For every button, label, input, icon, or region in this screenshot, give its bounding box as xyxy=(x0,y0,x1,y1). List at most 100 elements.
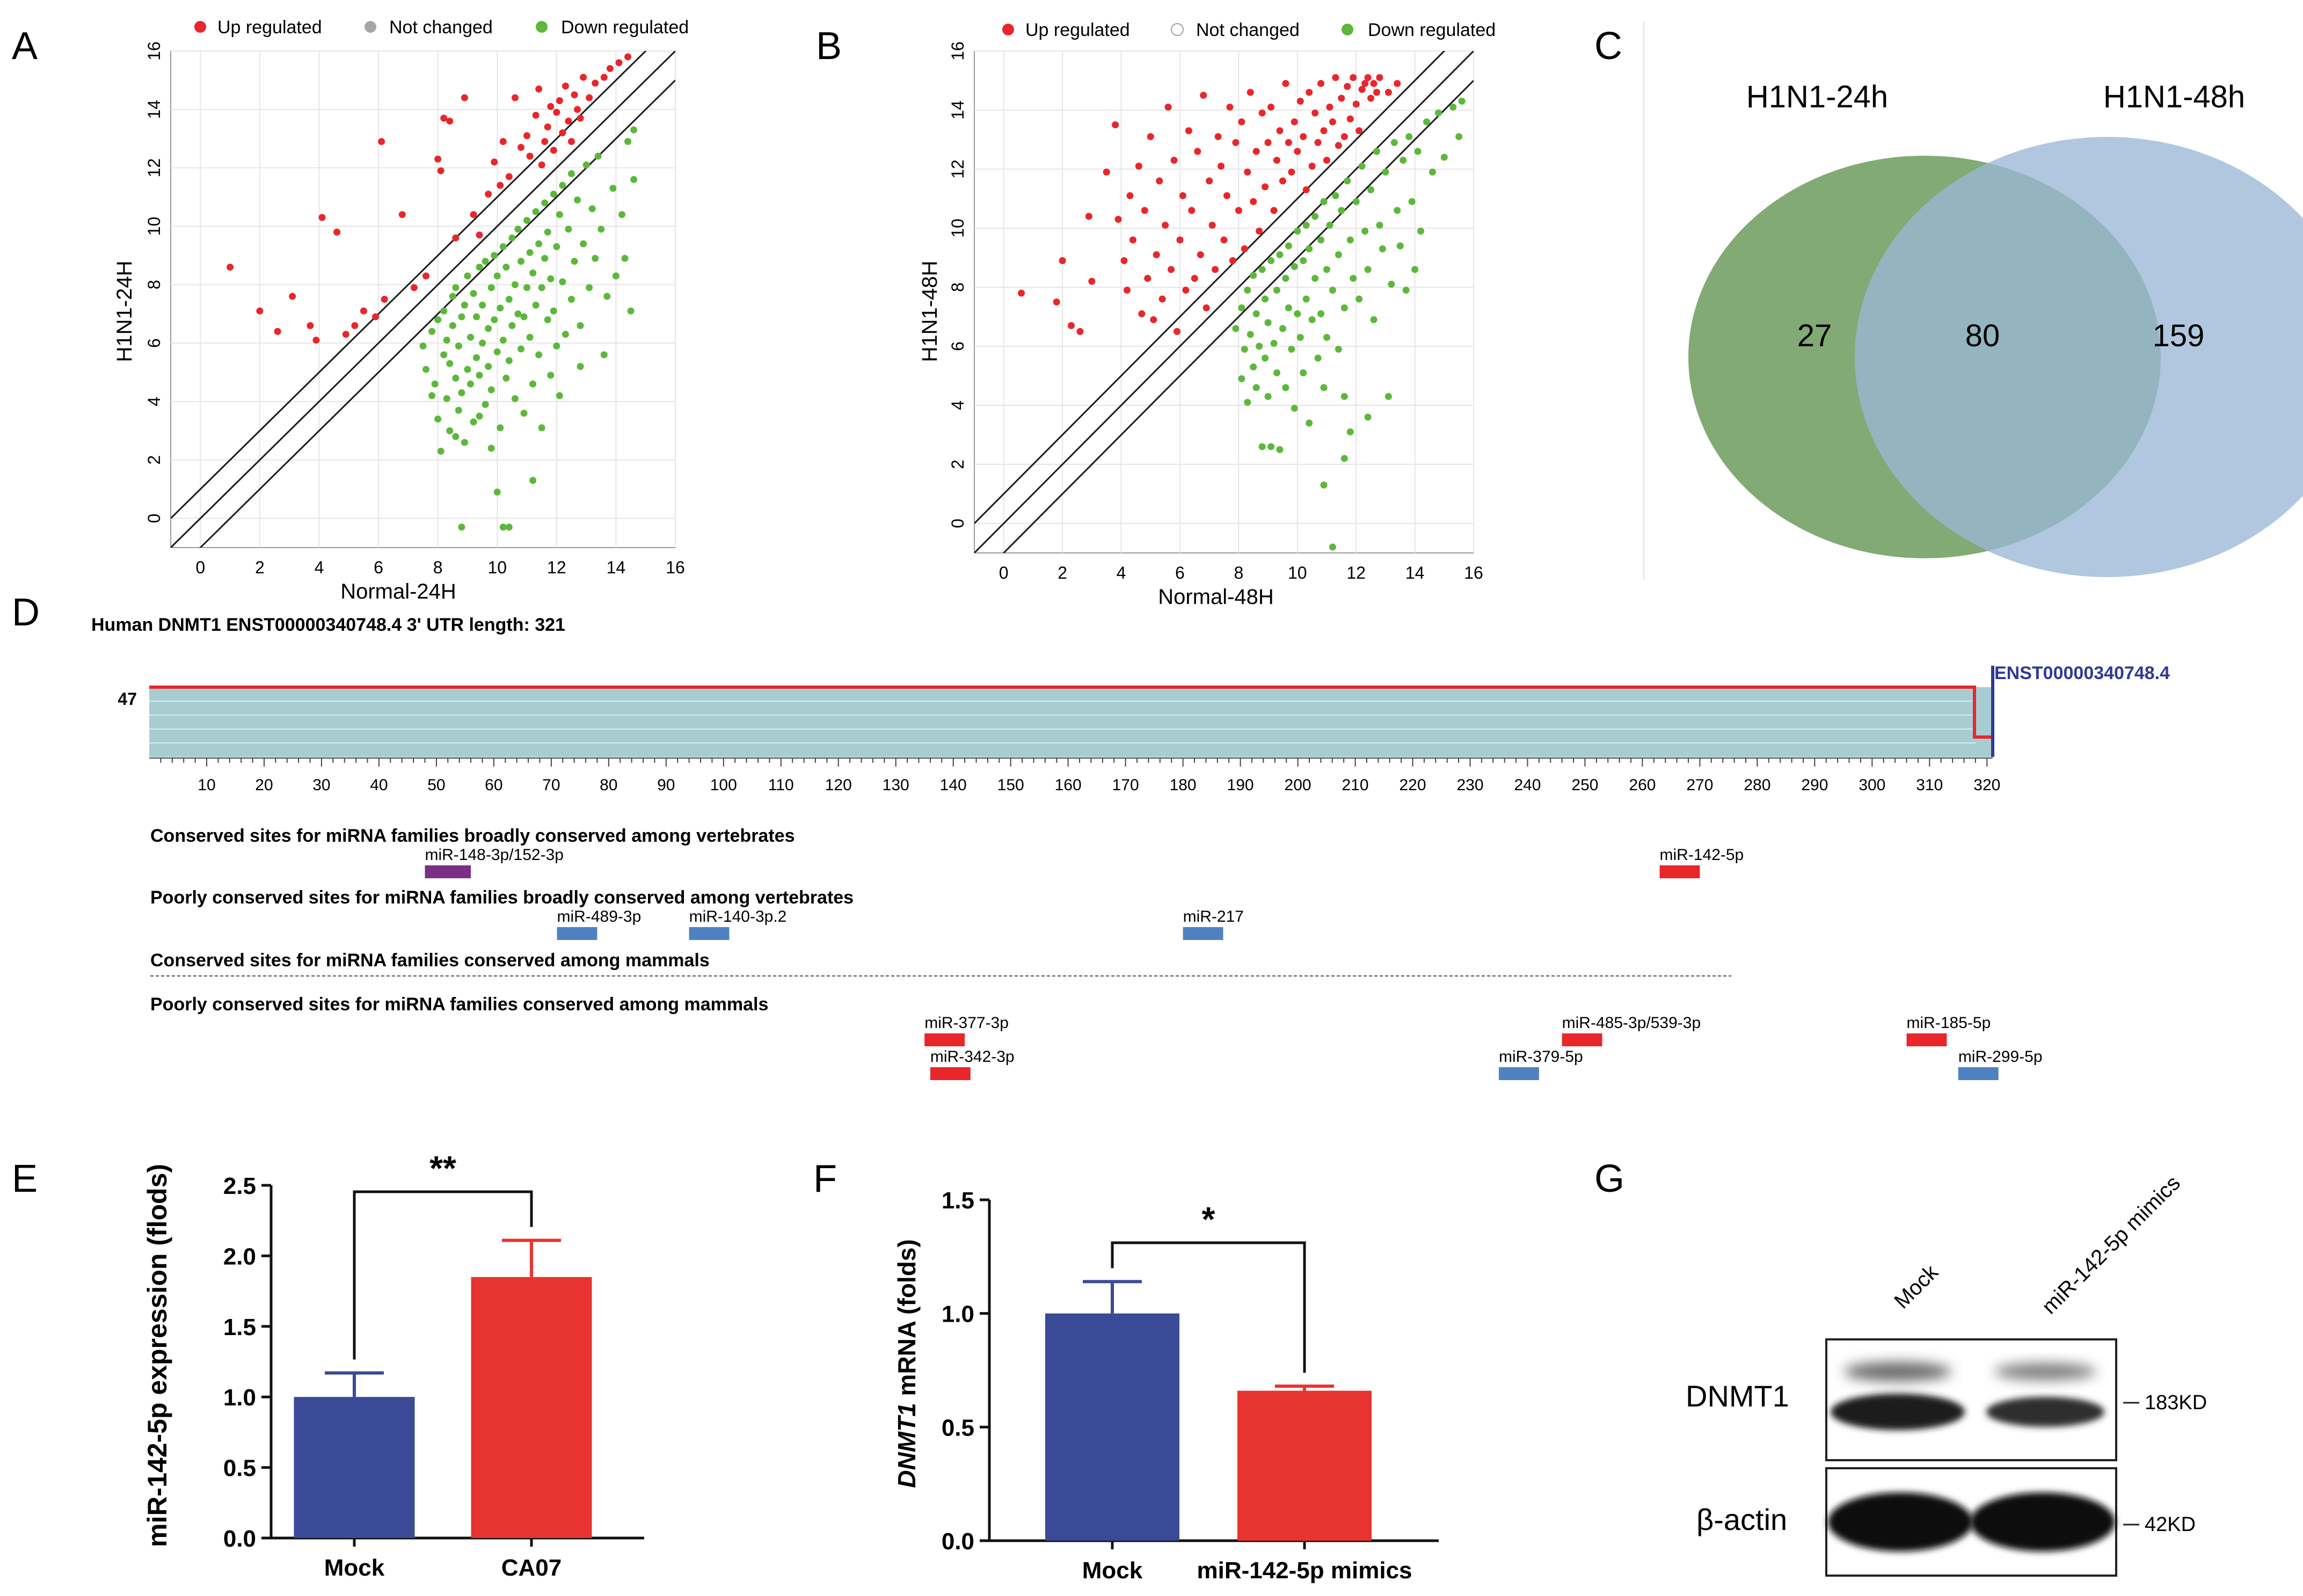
x-tick-label: 16 xyxy=(1464,563,1483,582)
site-label: miR-485-3p/539-3p xyxy=(1562,1014,1701,1032)
actin-band-mock xyxy=(1828,1492,1973,1551)
y-tick-label: 2.0 xyxy=(223,1243,256,1270)
x-tick-label: 12 xyxy=(547,558,566,577)
ruler-tick-label: 250 xyxy=(1571,776,1598,794)
up-point xyxy=(1182,287,1190,294)
down-point xyxy=(1455,133,1463,140)
panel-label-c: C xyxy=(1594,25,1622,68)
down-point xyxy=(1329,543,1336,551)
down-point xyxy=(1244,287,1251,294)
down-point xyxy=(493,272,501,280)
down-point xyxy=(1414,148,1422,155)
ruler-tick-label: 170 xyxy=(1112,776,1139,794)
up-point xyxy=(1200,92,1207,99)
up-point xyxy=(547,103,555,110)
up-point xyxy=(1123,287,1131,294)
down-point xyxy=(1314,354,1322,362)
y-tick-label: 2 xyxy=(948,460,967,469)
up-point xyxy=(1176,236,1184,244)
panel-label-g: G xyxy=(1594,1157,1624,1200)
down-point xyxy=(1264,393,1272,400)
down-point xyxy=(577,322,584,329)
down-point xyxy=(449,293,456,300)
down-point xyxy=(1367,186,1375,193)
up-point xyxy=(1188,207,1196,214)
ruler-tick-label: 120 xyxy=(825,776,852,794)
down-point xyxy=(1338,207,1345,214)
site-section-title: Poorly conserved sites for miRNA familie… xyxy=(150,887,854,908)
blot-row-label-dnmt1: DNMT1 xyxy=(1686,1379,1789,1413)
utr-alignment-track: 10 20 30 40 50 60 70 80 90 100 110 120 130 140 150 160 1… xyxy=(149,666,2000,794)
legend-up-marker xyxy=(1002,24,1014,35)
site-section-title: Conserved sites for miRNA families broad… xyxy=(150,826,795,846)
up-point xyxy=(1150,316,1157,323)
down-point xyxy=(476,371,483,379)
venn-count-only-48h: 159 xyxy=(2153,318,2205,353)
down-point xyxy=(461,301,468,309)
down-point xyxy=(624,138,632,145)
down-point xyxy=(1458,98,1466,105)
panel-label-b: B xyxy=(816,25,842,68)
up-point xyxy=(1202,304,1210,311)
down-point xyxy=(479,339,486,347)
down-point xyxy=(580,240,587,247)
down-point xyxy=(1317,310,1325,317)
down-point xyxy=(630,126,638,134)
down-point xyxy=(1276,446,1284,453)
ruler-tick-label: 320 xyxy=(1973,776,2000,794)
up-point xyxy=(1238,118,1245,126)
ruler-tick-label: 280 xyxy=(1744,776,1770,794)
up-point xyxy=(307,322,314,329)
x-tick-label: 10 xyxy=(487,558,507,577)
site-marker xyxy=(930,1067,971,1080)
down-point xyxy=(464,272,471,280)
up-point xyxy=(1282,80,1289,87)
up-point xyxy=(499,138,507,145)
down-point xyxy=(597,225,605,233)
down-point xyxy=(1388,281,1395,288)
y-tick-label: 1.0 xyxy=(942,1301,974,1328)
up-point xyxy=(1226,104,1234,111)
down-point xyxy=(1376,222,1383,229)
up-point xyxy=(497,181,504,189)
up-point xyxy=(1247,89,1254,96)
down-point xyxy=(1364,266,1372,273)
up-point xyxy=(1220,236,1228,244)
species-count: 47 xyxy=(118,689,137,709)
up-point xyxy=(1344,83,1351,90)
down-point xyxy=(544,316,551,324)
y-tick-label: 2.5 xyxy=(223,1173,256,1199)
legend-not-marker xyxy=(1171,23,1184,36)
up-point xyxy=(1135,163,1142,170)
ruler-tick-label: 270 xyxy=(1686,776,1713,794)
dnmt1-upper-band-mimics xyxy=(1994,1363,2096,1380)
down-point xyxy=(1400,157,1407,164)
ruler-tick-label: 210 xyxy=(1342,776,1369,794)
x-tick-label: 16 xyxy=(666,558,685,577)
x-tick-label: 8 xyxy=(433,558,443,577)
down-point xyxy=(577,363,584,370)
down-point xyxy=(1449,104,1457,111)
diagonal-lines xyxy=(974,51,1474,553)
up-point xyxy=(571,91,578,99)
down-point xyxy=(1323,334,1330,341)
up-point xyxy=(1294,148,1301,155)
up-point xyxy=(485,191,492,198)
x-tick-label: 0 xyxy=(999,563,1009,582)
down-point xyxy=(505,523,513,531)
down-point xyxy=(1394,207,1401,214)
up-point xyxy=(1194,148,1201,155)
site-marker xyxy=(689,927,730,940)
up-point xyxy=(1384,89,1392,96)
down-point xyxy=(1340,304,1348,311)
down-point xyxy=(630,176,638,183)
down-point xyxy=(1252,384,1260,391)
up-point xyxy=(600,74,608,81)
down-point xyxy=(449,322,456,329)
down-point xyxy=(532,208,540,215)
down-point xyxy=(1344,177,1351,185)
up-point xyxy=(1076,328,1084,335)
up-point xyxy=(1138,310,1146,317)
down-point xyxy=(559,181,566,189)
down-point xyxy=(1306,245,1313,252)
